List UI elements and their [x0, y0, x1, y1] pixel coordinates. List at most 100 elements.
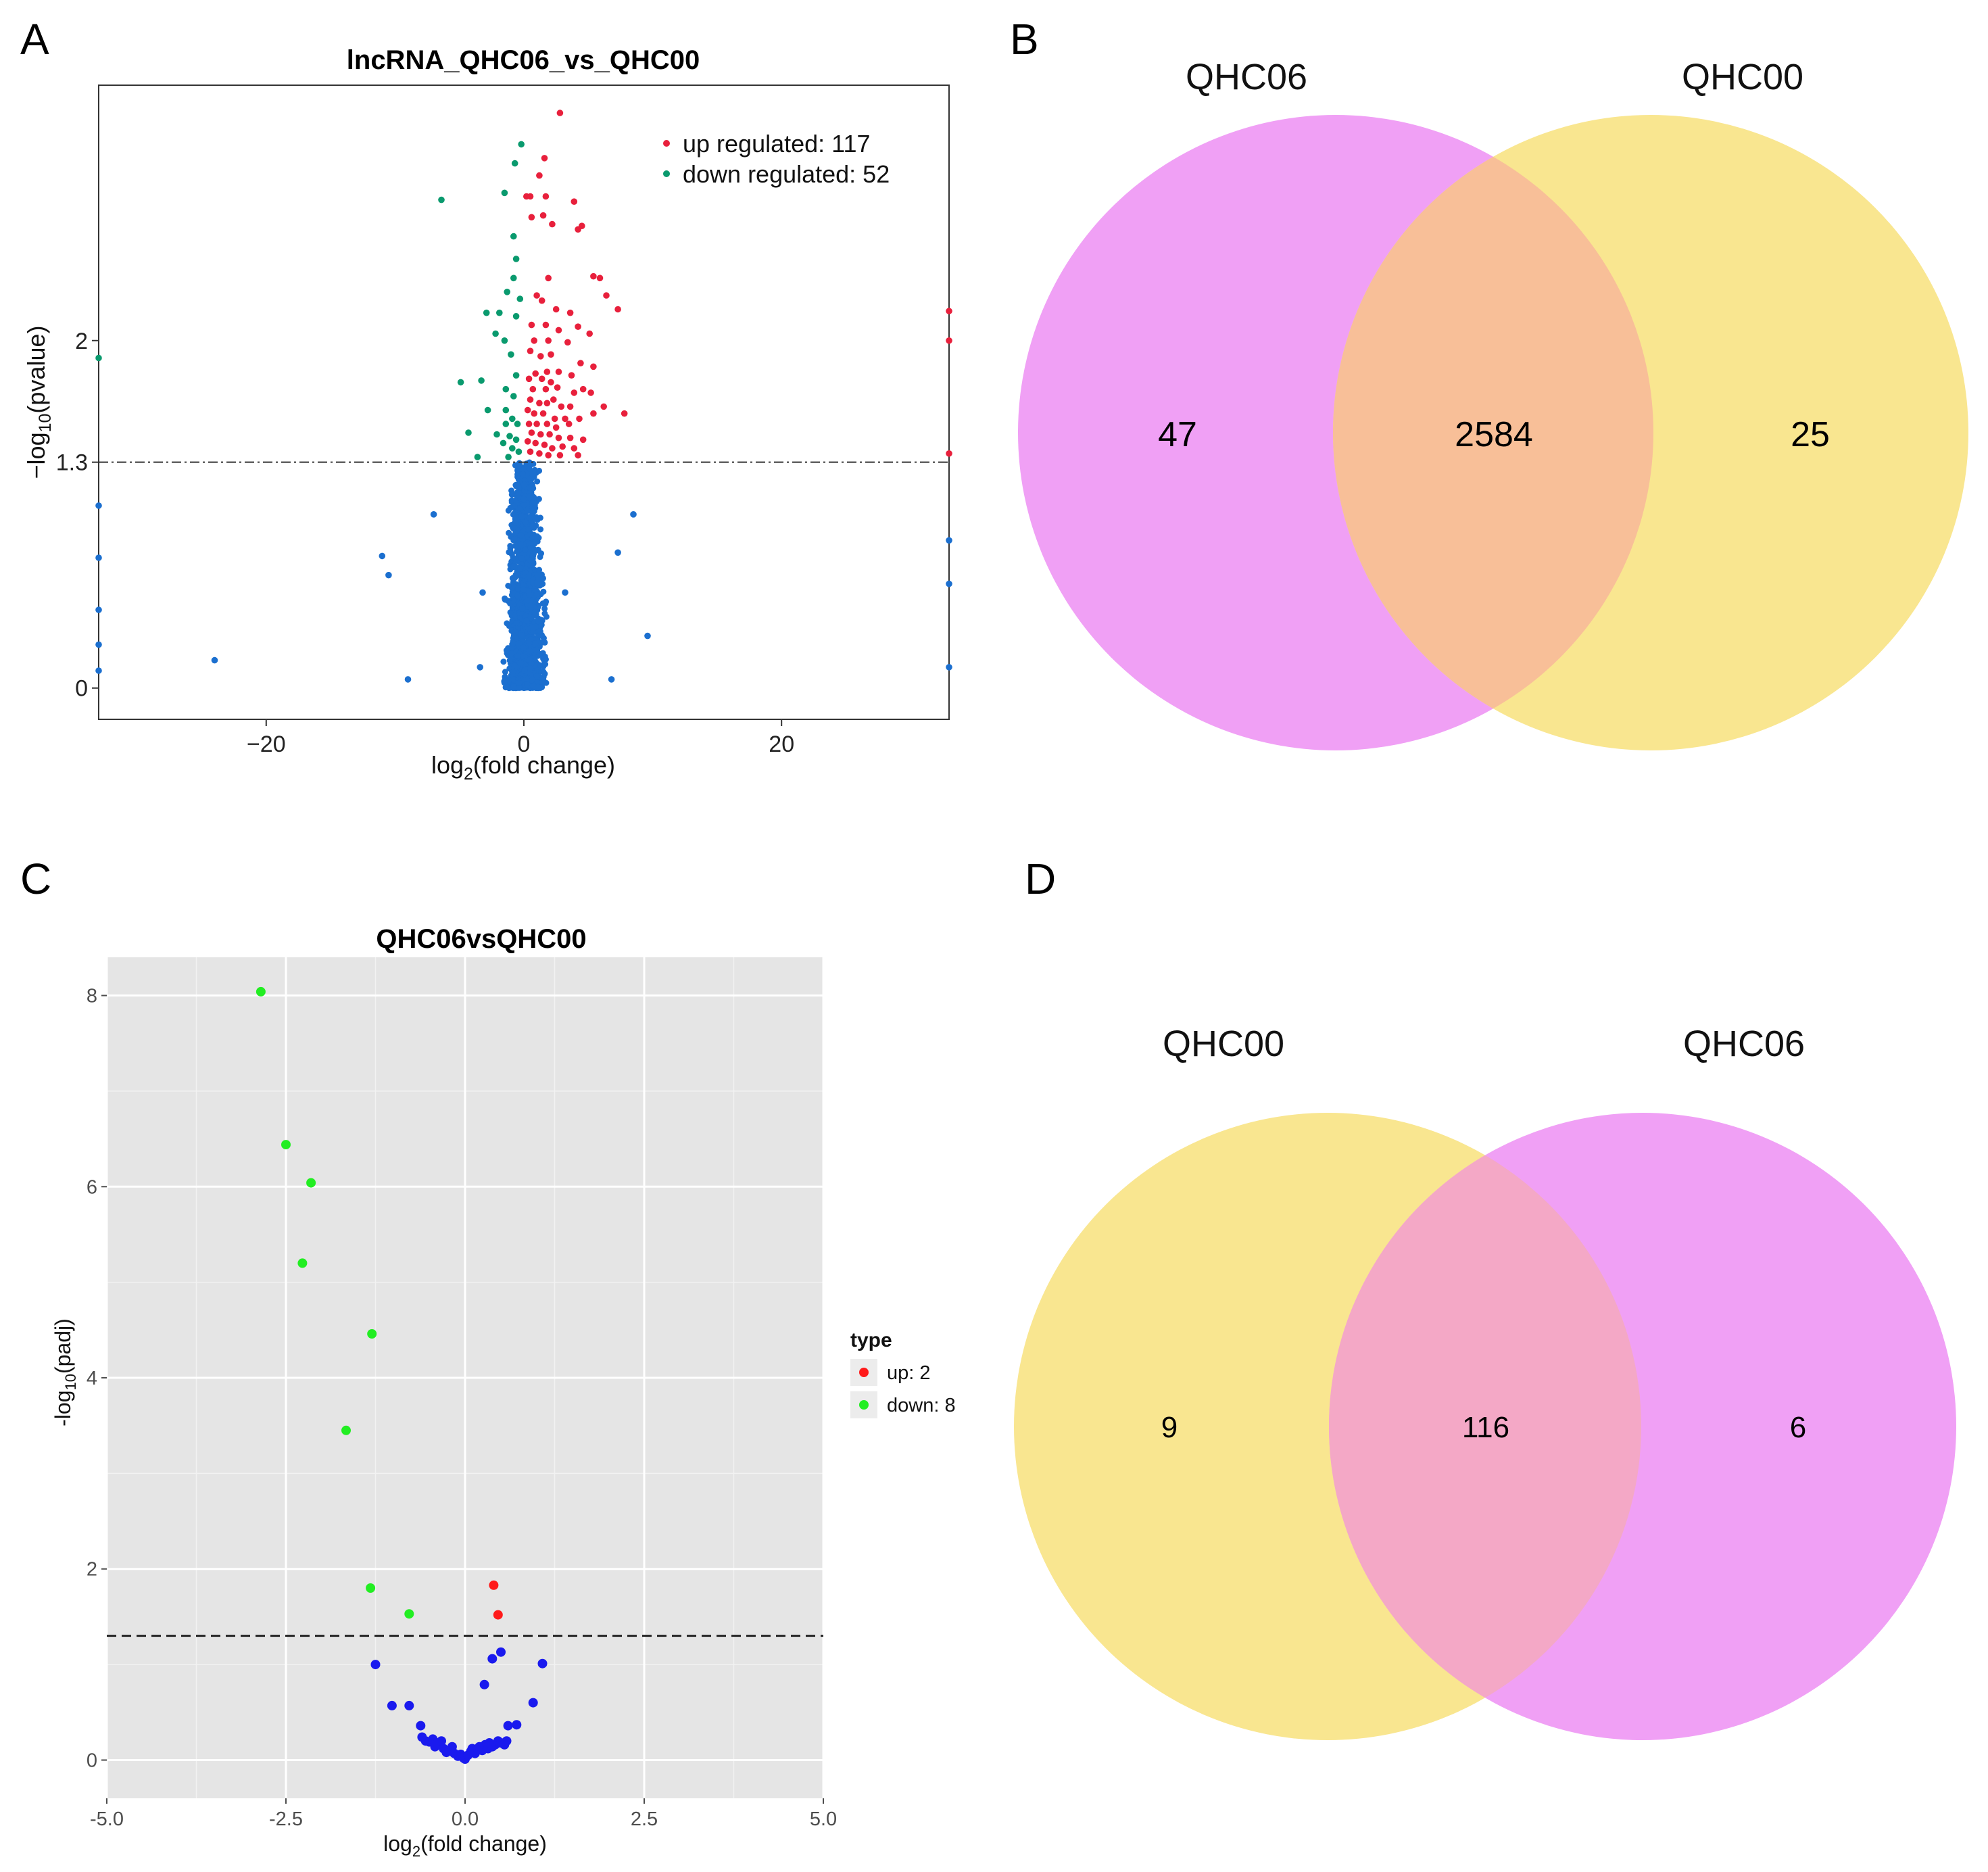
- point-a-down-regulated: [509, 415, 516, 423]
- point-a-up-regulated: [559, 443, 566, 450]
- point-a-up-regulated: [531, 337, 537, 344]
- point-a-up-regulated: [527, 347, 534, 354]
- venn-d-count-right: 6: [1790, 1411, 1806, 1444]
- point-a-cloud: [505, 507, 512, 514]
- point-a-up-regulated: [590, 410, 597, 417]
- point-a-cloud: [527, 648, 533, 654]
- point-a-down-regulated: [502, 421, 510, 427]
- point-a-not-significant: [946, 664, 952, 671]
- point-a-up-regulated: [533, 421, 540, 427]
- chart-a-xlabel: log2(fold change): [431, 751, 615, 784]
- point-a-not-significant: [95, 554, 102, 561]
- venn-b-label-qhc00: QHC00: [1682, 57, 1803, 97]
- point-a-cloud: [522, 519, 529, 525]
- point-a-up-regulated: [538, 297, 546, 304]
- venn-d-label-qhc00: QHC00: [1163, 1024, 1284, 1064]
- point-a-up-regulated: [562, 415, 568, 423]
- point-a-up-regulated: [537, 431, 544, 438]
- point-a-up-regulated: [575, 323, 581, 331]
- venn-b-count-overlap: 2584: [1455, 415, 1533, 454]
- point-a-down-regulated: [478, 377, 485, 384]
- point-a-up-regulated: [577, 360, 584, 366]
- point-a-not-significant: [562, 589, 568, 596]
- point-a-up-regulated: [546, 431, 553, 438]
- point-a-cloud: [526, 464, 533, 471]
- point-a-up-regulated: [571, 198, 578, 206]
- venn-diagram-d: QHC00 QHC06 9 116 6: [1014, 1024, 1956, 1740]
- point-a-cloud: [537, 628, 543, 635]
- point-a-cloud: [508, 491, 515, 498]
- tick-label-c-y: 2: [87, 1559, 97, 1581]
- point-a-not-significant: [430, 511, 437, 518]
- venn-d-overlap: [1329, 1113, 1641, 1740]
- point-a-cloud: [527, 557, 534, 564]
- point-a-cloud: [534, 646, 540, 653]
- point-a-cloud: [531, 608, 538, 615]
- point-a-up-regulated: [529, 385, 537, 393]
- point-a-cloud: [504, 620, 510, 627]
- point-a-down-regulated: [510, 274, 517, 282]
- tick-label-a-x: −20: [247, 731, 286, 757]
- point-a-cloud: [510, 640, 516, 646]
- point-a-up-regulated: [532, 370, 539, 377]
- point-a-down-regulated: [502, 406, 510, 414]
- point-a-up-regulated: [566, 309, 574, 316]
- point-a-cloud: [514, 592, 521, 599]
- point-a-down-regulated: [474, 454, 481, 460]
- venn-diagram-b: QHC06 QHC00 47 2584 25: [1018, 57, 1968, 750]
- point-a-up-regulated: [545, 452, 552, 459]
- point-a-up-regulated: [528, 214, 535, 221]
- point-a-down-regulated: [508, 351, 514, 358]
- point-a-up-regulated: [523, 193, 530, 200]
- point-a-up-regulated: [600, 403, 607, 410]
- point-a-not-significant: [385, 571, 392, 579]
- point-a-down-regulated: [500, 439, 507, 447]
- point-a-cloud: [526, 656, 533, 663]
- point-a-cloud: [520, 644, 527, 651]
- venn-d-count-left: 9: [1161, 1411, 1178, 1444]
- point-a-cloud: [506, 657, 513, 664]
- point-a-cloud: [523, 613, 529, 619]
- chart-a-title: lncRNA_QHC06_vs_QHC00: [347, 45, 700, 75]
- point-a-cloud: [512, 629, 518, 635]
- point-a-up-regulated: [528, 321, 535, 329]
- point-a-up-regulated: [556, 452, 564, 459]
- point-c-not-significant: [496, 1647, 506, 1657]
- point-a-down-regulated: [512, 436, 520, 443]
- panel-letter-d: D: [1025, 855, 1056, 903]
- point-a-up-regulated: [543, 368, 551, 375]
- point-c-not-significant: [370, 1660, 381, 1670]
- point-a-not-significant: [95, 667, 102, 674]
- point-a-down-regulated: [512, 313, 520, 320]
- point-a-cloud: [510, 583, 516, 590]
- point-a-up-regulated: [531, 410, 537, 417]
- point-a-cloud: [527, 514, 533, 521]
- point-a-cloud: [531, 654, 538, 661]
- point-a-cloud: [533, 591, 540, 598]
- point-a-cloud: [511, 502, 518, 509]
- chart-c-points: [256, 986, 548, 1764]
- point-a-cloud: [529, 523, 536, 529]
- point-a-down-regulated: [506, 433, 513, 439]
- point-a-cloud: [512, 612, 518, 619]
- chart-a-ylabel: −log10(pvalue): [22, 326, 55, 479]
- point-a-down-regulated: [502, 385, 510, 393]
- point-a-down-regulated: [496, 309, 503, 316]
- point-a-up-regulated: [537, 353, 544, 360]
- point-a-cloud: [519, 653, 525, 660]
- point-a-cloud: [540, 575, 546, 581]
- point-a-down-regulated: [511, 160, 518, 167]
- point-a-up-regulated: [548, 351, 554, 358]
- point-a-up-regulated: [536, 400, 543, 407]
- legend-c-up-marker: [859, 1368, 869, 1377]
- chart-c-legend: type up: 2 down: 8: [850, 1329, 956, 1418]
- tick-label-c-x: 2.5: [631, 1808, 658, 1830]
- point-a-cloud: [529, 677, 535, 683]
- point-a-up-regulated: [541, 155, 548, 162]
- point-a-cloud: [510, 563, 517, 570]
- point-a-up-regulated: [549, 445, 556, 452]
- point-a-up-regulated: [568, 372, 575, 379]
- point-a-down-regulated: [465, 429, 472, 436]
- point-a-up-regulated: [587, 389, 594, 396]
